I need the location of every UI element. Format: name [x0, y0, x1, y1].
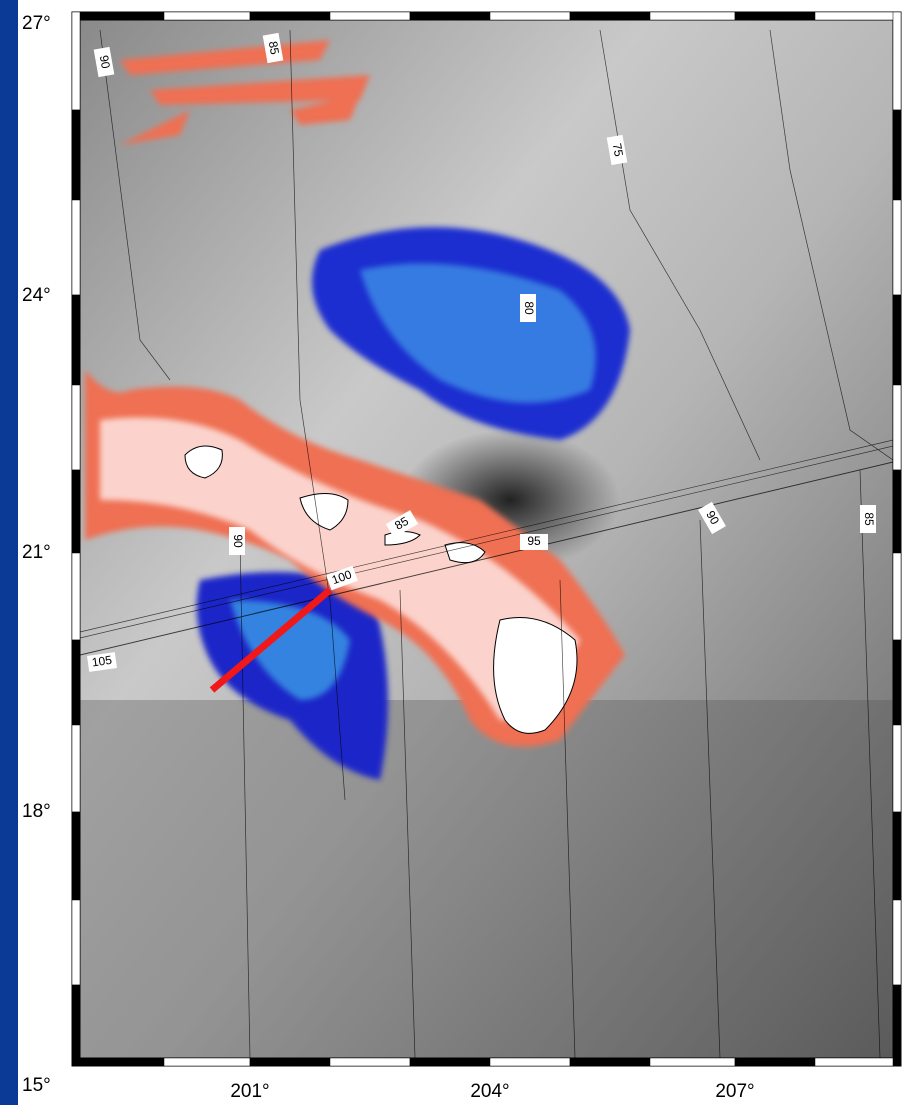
frame-segment	[893, 985, 901, 1066]
frame-segment	[893, 812, 901, 900]
frame-segment	[735, 12, 815, 20]
frame-segment	[893, 385, 901, 470]
latitude-label: 15°	[22, 1075, 51, 1096]
frame-segment	[72, 200, 80, 295]
frame-segment	[893, 200, 901, 295]
frame-segment	[410, 12, 490, 20]
map-area	[80, 20, 893, 1058]
frame-segment	[72, 295, 80, 385]
map-figure: 27° 24° 21° 18° 15° 201° 204° 207° 90 85 75 80 85 95 1…	[0, 0, 913, 1105]
frame-segment	[893, 110, 901, 200]
frame-segment	[893, 553, 901, 640]
frame-segment	[410, 1058, 490, 1066]
contour-label-text: 80	[522, 301, 536, 315]
contour-label-text: 85	[862, 512, 876, 526]
frame-segment	[570, 1058, 650, 1066]
contour-label-text: 75	[610, 142, 626, 158]
latitude-label: 27°	[22, 13, 51, 34]
frame-segment	[893, 12, 901, 110]
frame-segment	[72, 12, 164, 20]
frame-segment	[72, 470, 80, 553]
frame-segment	[490, 12, 570, 20]
contour-label: 85	[860, 505, 876, 533]
page: 27° 24° 21° 18° 15° 201° 204° 207° 90 85 75 80 85 95 1…	[0, 0, 913, 1105]
frame-segment	[490, 1058, 570, 1066]
frame-segment	[72, 553, 80, 640]
contour-label: 95	[520, 534, 548, 550]
frame-segment	[164, 12, 250, 20]
frame-segment	[72, 812, 80, 900]
frame-segment	[72, 385, 80, 470]
frame-segment	[250, 12, 330, 20]
latitude-label: 21°	[22, 542, 51, 563]
frame-segment	[735, 1058, 815, 1066]
latitude-label: 24°	[22, 285, 51, 306]
contour-label-text: 90	[231, 534, 245, 548]
frame-segment	[72, 900, 80, 985]
frame-segment	[72, 12, 80, 110]
longitude-label: 207°	[715, 1081, 754, 1102]
longitude-label: 201°	[230, 1081, 269, 1102]
latitude-label: 18°	[22, 801, 51, 822]
frame-segment	[893, 900, 901, 985]
frame-segment	[330, 12, 410, 20]
frame-segment	[72, 640, 80, 725]
frame-segment	[72, 110, 80, 200]
contour-label-text: 90	[97, 54, 113, 70]
frame-segment	[650, 12, 735, 20]
contour-label-text: 105	[91, 653, 113, 670]
frame-segment	[815, 1058, 901, 1066]
frame-segment	[893, 470, 901, 553]
frame-segment	[72, 985, 80, 1066]
frame-segment	[893, 640, 901, 725]
frame-segment	[570, 12, 650, 20]
contour-label: 80	[520, 294, 536, 322]
frame-segment	[330, 1058, 410, 1066]
longitude-label: 204°	[470, 1081, 509, 1102]
contour-label: 90	[229, 527, 245, 555]
frame-segment	[164, 1058, 250, 1066]
contour-label-text: 95	[527, 534, 541, 548]
frame-segment	[250, 1058, 330, 1066]
contour-label-text: 85	[266, 40, 282, 56]
frame-segment	[72, 725, 80, 812]
frame-segment	[72, 1058, 164, 1066]
frame-segment	[815, 12, 901, 20]
frame-segment	[650, 1058, 735, 1066]
frame-segment	[893, 725, 901, 812]
frame-segment	[893, 295, 901, 385]
